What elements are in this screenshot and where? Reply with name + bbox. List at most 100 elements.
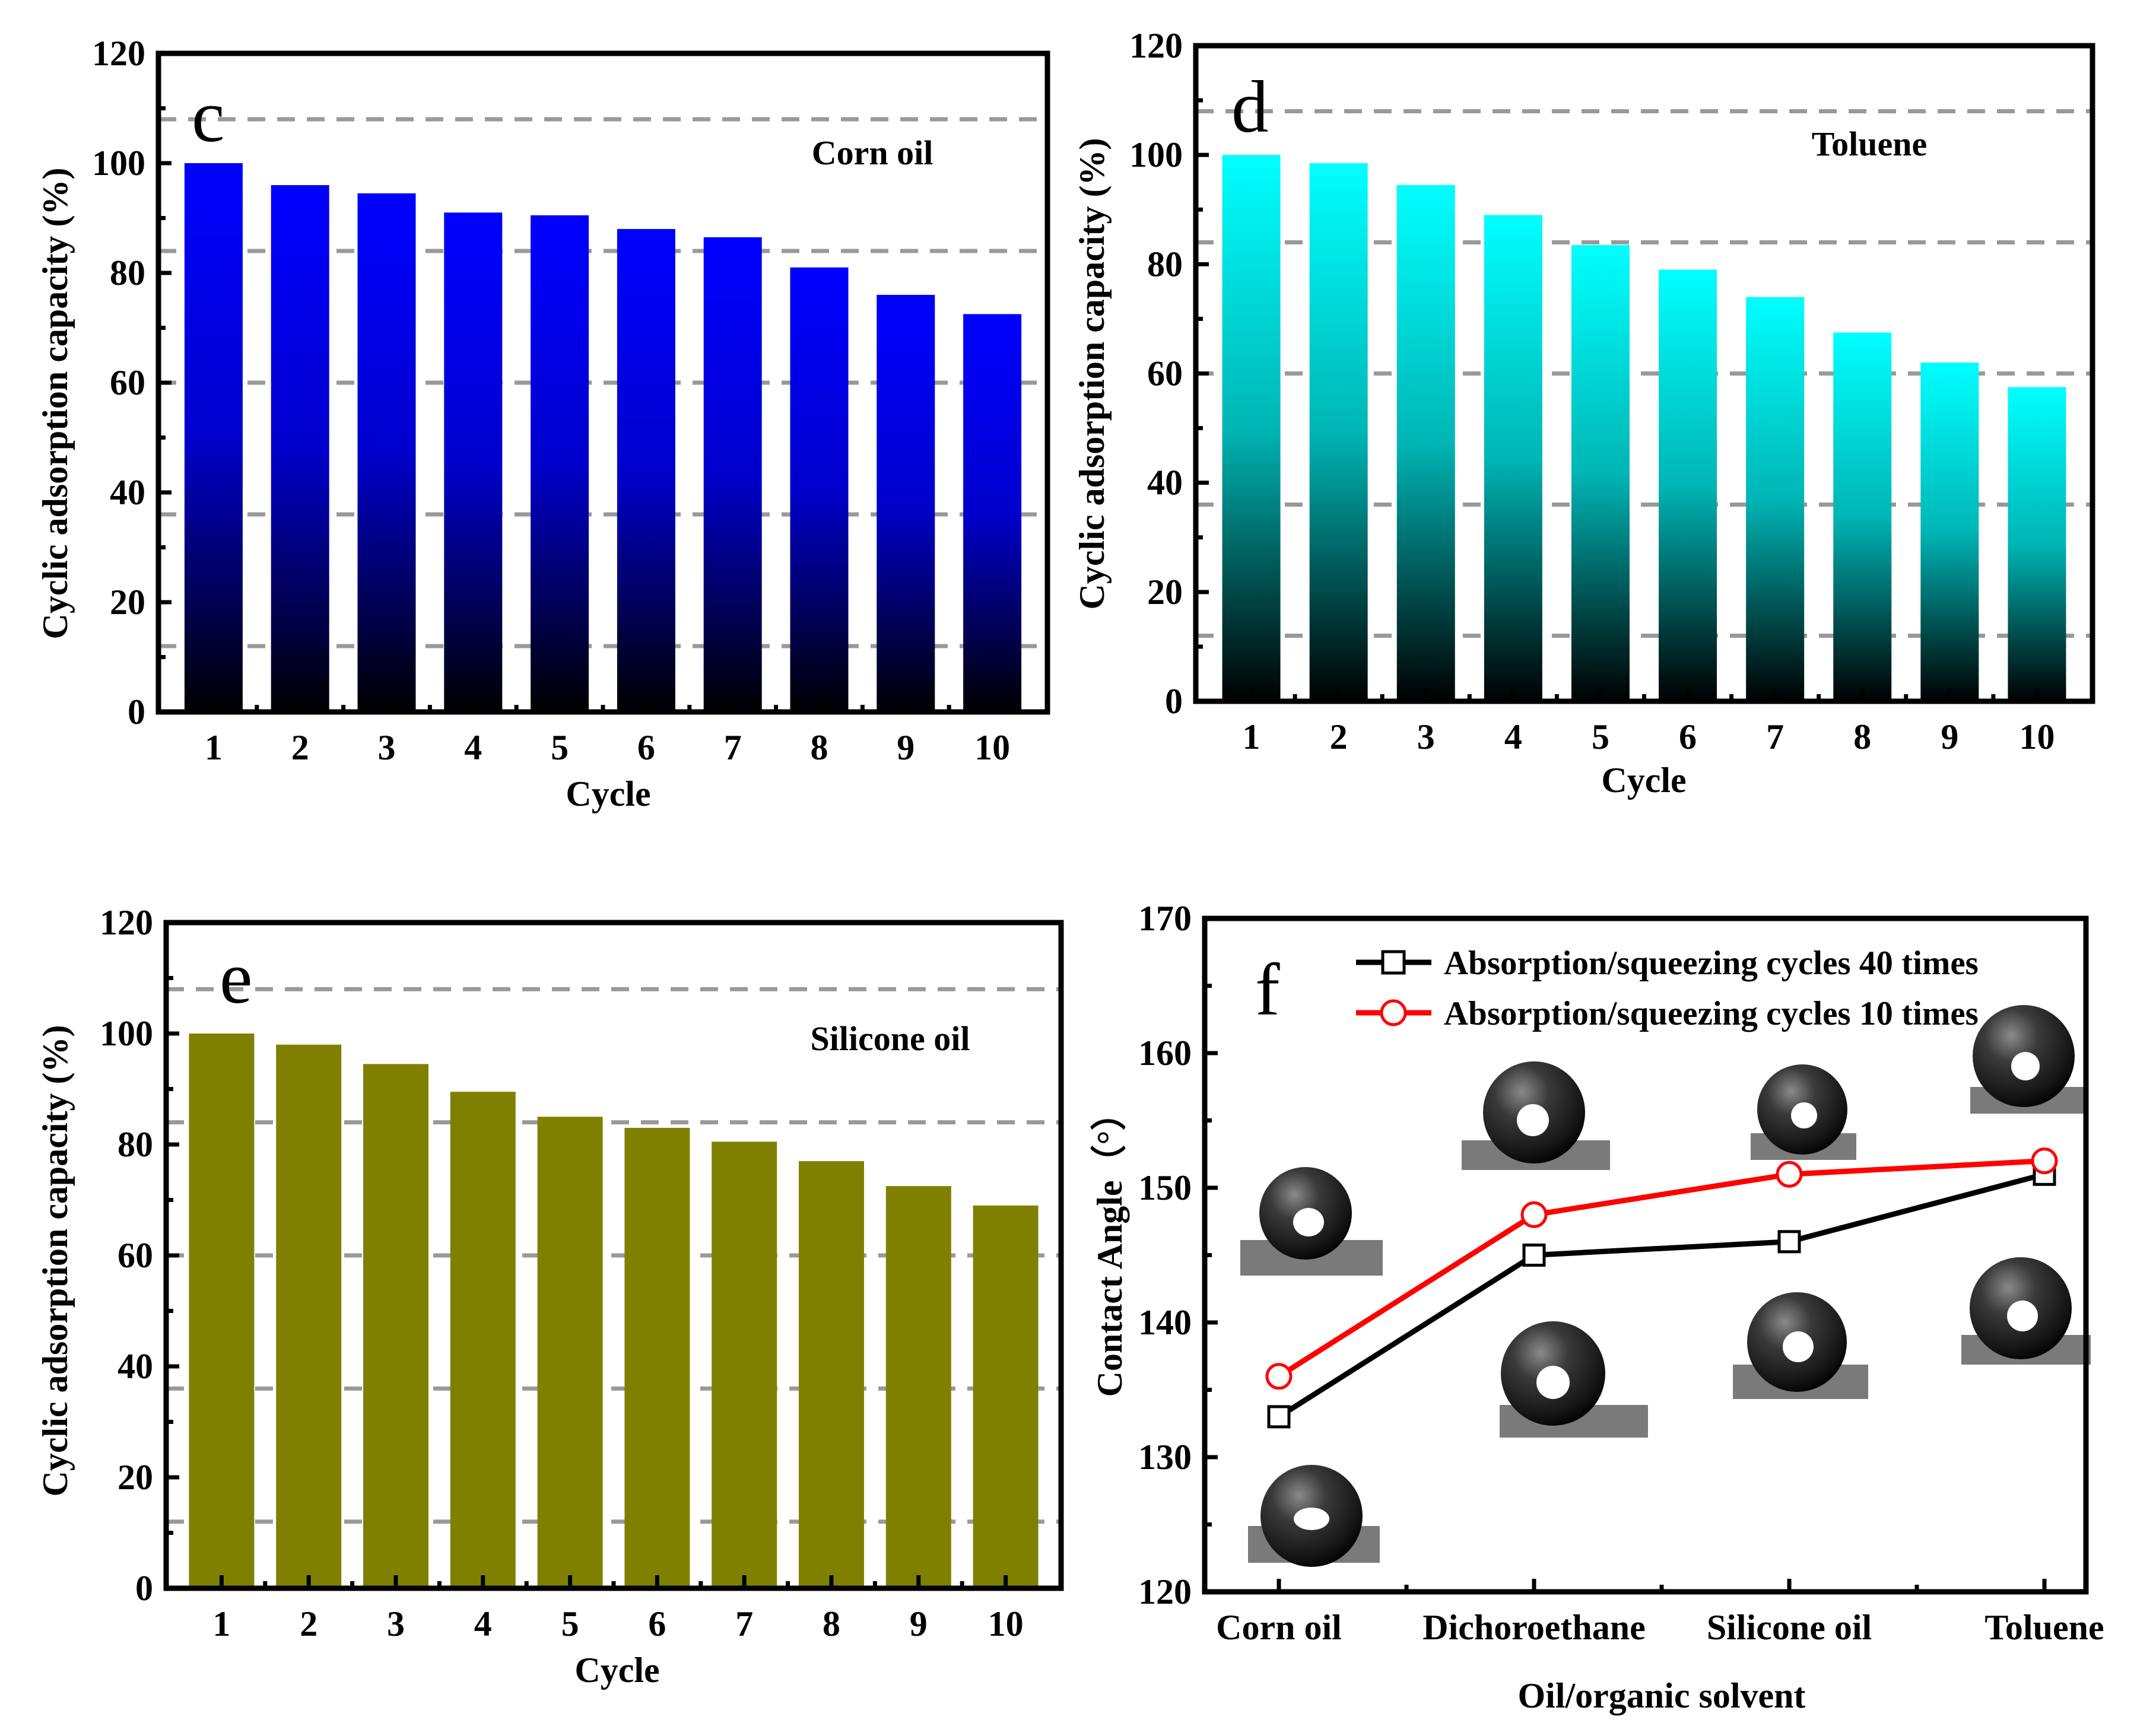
data-point-circle <box>1265 1363 1293 1390</box>
x-tick-label: Silicone oil <box>1707 1608 1872 1647</box>
bar <box>963 314 1022 712</box>
bar <box>617 229 675 712</box>
y-tick-label: 150 <box>1138 1168 1192 1207</box>
x-tick-label: 8 <box>811 728 828 767</box>
y-tick-label: 120 <box>92 34 145 73</box>
y-tick-label: 170 <box>1138 899 1192 938</box>
x-tick-label: 3 <box>387 1604 405 1643</box>
droplet-photo-toluene-10 <box>1970 1005 2088 1114</box>
panel-letter: d <box>1231 66 1269 148</box>
y-tick-label: 160 <box>1138 1034 1192 1073</box>
data-point-square <box>1267 1405 1291 1429</box>
droplet-photo-silicone-oil-40 <box>1733 1292 1868 1399</box>
y-tick-label: 20 <box>1147 573 1183 612</box>
droplet-photo-dichoroethane-10 <box>1462 1061 1610 1170</box>
x-tick-label: 4 <box>464 728 482 767</box>
legend-label: Absorption/squeezing cycles 10 times <box>1444 995 1979 1032</box>
bar <box>189 1034 255 1588</box>
y-tick-label: 100 <box>100 1014 153 1053</box>
bar <box>885 1186 951 1588</box>
x-tick-label: 9 <box>1941 717 1958 756</box>
bar <box>184 163 243 712</box>
y-tick-label: 100 <box>92 144 145 183</box>
bar <box>537 1117 603 1588</box>
droplet-photo-toluene-40 <box>1961 1257 2091 1365</box>
bar <box>1833 332 1892 701</box>
data-point-circle <box>1520 1201 1548 1228</box>
bar <box>1746 297 1805 701</box>
chart-panel-e: 0 20 40 60 80 100 120 1 2 3 4 5 6 7 8 9 10 e Silicone o… <box>36 903 1064 1690</box>
bar <box>703 237 762 712</box>
x-tick-label: 8 <box>1853 717 1871 756</box>
x-tick-label: 10 <box>974 728 1010 767</box>
x-tick-label: Dichoroethane <box>1422 1608 1646 1647</box>
y-tick-label: 0 <box>128 692 145 732</box>
chart-panel-c: 0 20 40 60 80 100 120 1 2 3 4 5 6 7 8 9 10 c Corn oil C… <box>36 34 1050 813</box>
y-tick-label: 20 <box>110 583 145 622</box>
y-tick-label: 80 <box>118 1125 153 1164</box>
x-tick-label: 2 <box>1330 717 1348 756</box>
bar <box>450 1092 516 1588</box>
bar <box>2008 387 2066 701</box>
bar <box>357 193 416 712</box>
data-point-square <box>1777 1230 1801 1254</box>
x-tick-label: 9 <box>910 1604 928 1643</box>
droplet-photo-corn-oil-10 <box>1240 1167 1383 1276</box>
bar <box>1484 215 1542 701</box>
series-line <box>1277 1171 2046 1419</box>
y-tick-label: 60 <box>110 363 145 402</box>
y-tick-label: 40 <box>118 1347 153 1386</box>
y-axis-title: Contact Angle（°） <box>1090 1095 1129 1397</box>
x-tick-label: 6 <box>637 728 655 767</box>
panel-annotation: Corn oil <box>812 133 933 172</box>
x-tick-label: 6 <box>648 1604 666 1643</box>
panel-letter: c <box>192 76 224 158</box>
bar <box>624 1127 690 1588</box>
droplet-photo-silicone-oil-10 <box>1751 1064 1856 1160</box>
x-tick-label: 1 <box>212 1604 230 1643</box>
legend-item-10-times: Absorption/squeezing cycles 10 times <box>1356 995 1979 1032</box>
bar <box>1571 245 1630 702</box>
bar <box>1396 185 1455 701</box>
bar <box>444 212 503 712</box>
x-tick-label: Toluene <box>1984 1608 2104 1647</box>
x-tick-label: 2 <box>291 728 309 767</box>
legend-label: Absorption/squeezing cycles 40 times <box>1444 945 1979 982</box>
x-tick-label: 1 <box>1243 717 1260 756</box>
bar <box>276 1044 342 1588</box>
y-tick-label: 0 <box>135 1569 153 1608</box>
bar <box>271 185 329 712</box>
x-tick-label: Corn oil <box>1216 1608 1342 1647</box>
y-tick-label: 80 <box>110 253 145 292</box>
bar <box>1309 163 1368 702</box>
data-point-circle <box>1776 1160 1803 1188</box>
data-point-square <box>1522 1244 1546 1267</box>
y-axis-title: Cyclic adsorption capacity (%) <box>36 1025 75 1497</box>
x-tick-label: 10 <box>988 1604 1024 1643</box>
bar <box>790 267 849 712</box>
y-tick-label: 120 <box>1129 26 1183 65</box>
droplet-photo-corn-oil-40 <box>1248 1465 1380 1567</box>
panel-annotation: Silicone oil <box>810 1019 970 1058</box>
x-tick-label: 4 <box>474 1604 492 1643</box>
bar <box>363 1064 428 1588</box>
x-tick-label: 7 <box>1766 717 1784 756</box>
y-tick-label: 140 <box>1138 1303 1192 1342</box>
bar <box>1659 269 1717 702</box>
x-tick-label: 3 <box>1417 717 1435 756</box>
bar <box>973 1205 1039 1588</box>
y-tick-label: 60 <box>1147 354 1183 393</box>
bar <box>531 215 589 712</box>
x-tick-label: 1 <box>205 728 223 767</box>
x-axis-title: Oil/organic solvent <box>1518 1676 1806 1715</box>
x-tick-label: 4 <box>1504 717 1522 756</box>
x-axis-title: Cycle <box>574 1651 659 1690</box>
x-tick-label: 5 <box>1592 717 1609 756</box>
legend-item-40-times: Absorption/squeezing cycles 40 times <box>1356 945 1979 982</box>
bar <box>799 1161 864 1588</box>
legend: Absorption/squeezing cycles 40 times Abs… <box>1356 945 1979 1032</box>
droplet-photo-dichoroethane-40 <box>1500 1321 1648 1438</box>
panel-letter: f <box>1255 949 1280 1031</box>
y-tick-label: 40 <box>1147 463 1183 503</box>
x-tick-label: 2 <box>300 1604 317 1643</box>
